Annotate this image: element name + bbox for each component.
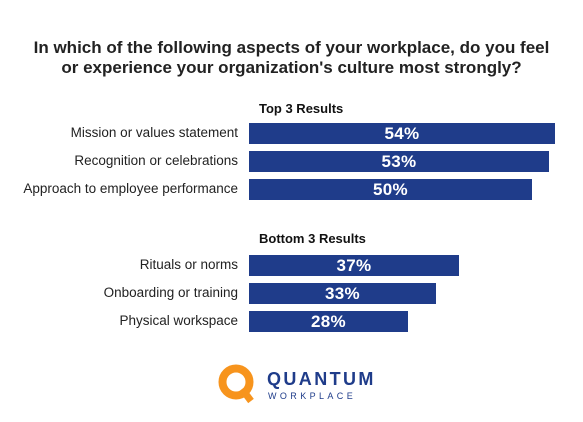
bar: 54%	[249, 123, 555, 144]
category-label: Approach to employee performance	[23, 181, 238, 196]
category-label: Mission or values statement	[70, 125, 238, 140]
category-label: Physical workspace	[119, 313, 238, 328]
section-header-0: Top 3 Results	[259, 101, 344, 116]
bar: 33%	[249, 283, 436, 304]
category-label: Onboarding or training	[103, 285, 238, 300]
quantum-q-icon	[218, 364, 254, 404]
category-label: Rituals or norms	[139, 257, 238, 272]
logo-subtext: WORKPLACE	[268, 391, 357, 401]
chart-title: In which of the following aspects of you…	[0, 38, 583, 78]
section-header-1: Bottom 3 Results	[259, 231, 366, 246]
quantum-workplace-logo: QUANTUM WORKPLACE	[218, 364, 373, 404]
bar: 53%	[249, 151, 549, 172]
bar: 50%	[249, 179, 532, 200]
bar-value-label: 37%	[336, 255, 372, 275]
bar-value-label: 28%	[311, 311, 346, 331]
bar: 28%	[249, 311, 408, 332]
chart-title-line-1: In which of the following aspects of you…	[33, 38, 550, 57]
bar-value-label: 53%	[381, 151, 417, 171]
bar: 37%	[249, 255, 459, 276]
logo-wordmark: QUANTUM	[267, 369, 376, 389]
chart-title-line-2: or experience your organization's cultur…	[61, 58, 522, 77]
category-label: Recognition or celebrations	[74, 153, 238, 168]
bar-value-label: 54%	[384, 123, 420, 143]
bar-value-label: 33%	[325, 283, 360, 303]
bar-value-label: 50%	[373, 179, 408, 199]
